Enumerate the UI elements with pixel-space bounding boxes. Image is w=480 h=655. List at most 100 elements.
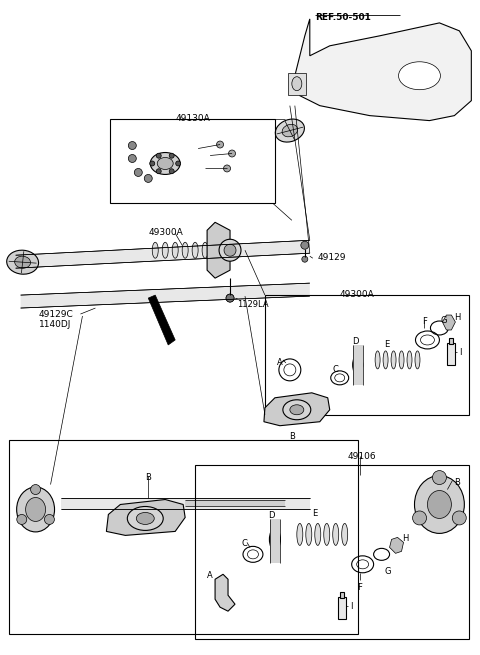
Text: 49130A: 49130A <box>175 113 210 122</box>
Ellipse shape <box>407 351 412 369</box>
Text: G: G <box>441 316 447 325</box>
Circle shape <box>128 141 136 149</box>
Ellipse shape <box>342 523 348 546</box>
Text: 49129: 49129 <box>318 253 346 262</box>
Circle shape <box>156 153 161 159</box>
Text: 1140DJ: 1140DJ <box>38 320 71 329</box>
Ellipse shape <box>297 523 303 546</box>
Polygon shape <box>390 537 404 553</box>
Text: B: B <box>289 432 295 441</box>
Circle shape <box>45 514 54 525</box>
Ellipse shape <box>306 523 312 546</box>
Ellipse shape <box>192 242 198 258</box>
Circle shape <box>452 511 466 525</box>
Text: 49300A: 49300A <box>148 229 183 237</box>
Text: D: D <box>268 512 275 521</box>
Ellipse shape <box>15 256 31 268</box>
Ellipse shape <box>428 491 451 519</box>
Ellipse shape <box>269 529 280 550</box>
Text: I: I <box>350 602 352 611</box>
Polygon shape <box>16 240 310 268</box>
Polygon shape <box>295 19 471 121</box>
Text: F: F <box>422 317 427 326</box>
Bar <box>340 592 344 598</box>
Text: H: H <box>403 534 409 544</box>
Text: A: A <box>277 358 283 367</box>
Bar <box>353 345 363 385</box>
Circle shape <box>216 141 224 148</box>
Circle shape <box>169 153 174 159</box>
Text: B: B <box>145 472 151 481</box>
Polygon shape <box>215 574 235 611</box>
Circle shape <box>156 169 161 174</box>
Ellipse shape <box>353 355 363 375</box>
Polygon shape <box>443 315 456 330</box>
Circle shape <box>432 470 446 485</box>
Ellipse shape <box>415 476 464 533</box>
Text: E: E <box>312 510 317 519</box>
Ellipse shape <box>162 242 168 258</box>
Polygon shape <box>207 222 230 278</box>
Bar <box>270 519 280 563</box>
Text: 49129C: 49129C <box>38 310 73 319</box>
Ellipse shape <box>398 62 441 90</box>
Bar <box>185 500 285 506</box>
Ellipse shape <box>292 77 302 90</box>
Ellipse shape <box>150 153 180 174</box>
Ellipse shape <box>17 487 55 532</box>
Ellipse shape <box>415 351 420 369</box>
Text: 49106: 49106 <box>348 452 376 460</box>
Polygon shape <box>60 498 310 510</box>
Circle shape <box>413 511 427 525</box>
Text: H: H <box>455 313 461 322</box>
Circle shape <box>169 169 174 174</box>
Ellipse shape <box>324 523 330 546</box>
Ellipse shape <box>25 498 46 521</box>
Ellipse shape <box>219 239 241 261</box>
Ellipse shape <box>375 351 380 369</box>
Bar <box>265 295 469 415</box>
Ellipse shape <box>7 250 38 274</box>
Bar <box>338 597 346 619</box>
Circle shape <box>302 256 308 262</box>
Text: C: C <box>333 365 338 374</box>
Circle shape <box>228 150 236 157</box>
Text: I: I <box>459 348 462 357</box>
Circle shape <box>144 174 152 183</box>
Ellipse shape <box>391 351 396 369</box>
Bar <box>288 73 306 95</box>
Ellipse shape <box>333 523 339 546</box>
Text: C: C <box>242 539 248 548</box>
Circle shape <box>224 165 230 172</box>
Text: B: B <box>455 477 460 487</box>
Ellipse shape <box>202 242 208 258</box>
Text: D: D <box>352 337 358 346</box>
Text: F: F <box>357 583 362 592</box>
Ellipse shape <box>290 405 304 415</box>
Ellipse shape <box>152 242 158 258</box>
Circle shape <box>226 294 234 302</box>
Text: REF.50-501: REF.50-501 <box>315 13 371 22</box>
Text: 49300A: 49300A <box>340 290 374 299</box>
Ellipse shape <box>182 242 188 258</box>
Polygon shape <box>107 500 185 535</box>
Ellipse shape <box>224 244 236 256</box>
Ellipse shape <box>127 506 163 531</box>
Circle shape <box>150 161 155 166</box>
Bar <box>110 119 275 203</box>
Circle shape <box>17 514 27 525</box>
Ellipse shape <box>276 119 304 142</box>
Circle shape <box>134 168 142 176</box>
Circle shape <box>176 161 180 166</box>
Text: E: E <box>384 340 390 349</box>
Ellipse shape <box>399 351 404 369</box>
Ellipse shape <box>212 242 218 258</box>
Bar <box>195 464 469 639</box>
Bar <box>449 338 454 344</box>
Circle shape <box>226 294 234 302</box>
Circle shape <box>31 485 41 495</box>
Ellipse shape <box>383 351 388 369</box>
Text: A: A <box>207 571 213 580</box>
Ellipse shape <box>315 523 321 546</box>
Text: 1129LA: 1129LA <box>237 300 269 309</box>
